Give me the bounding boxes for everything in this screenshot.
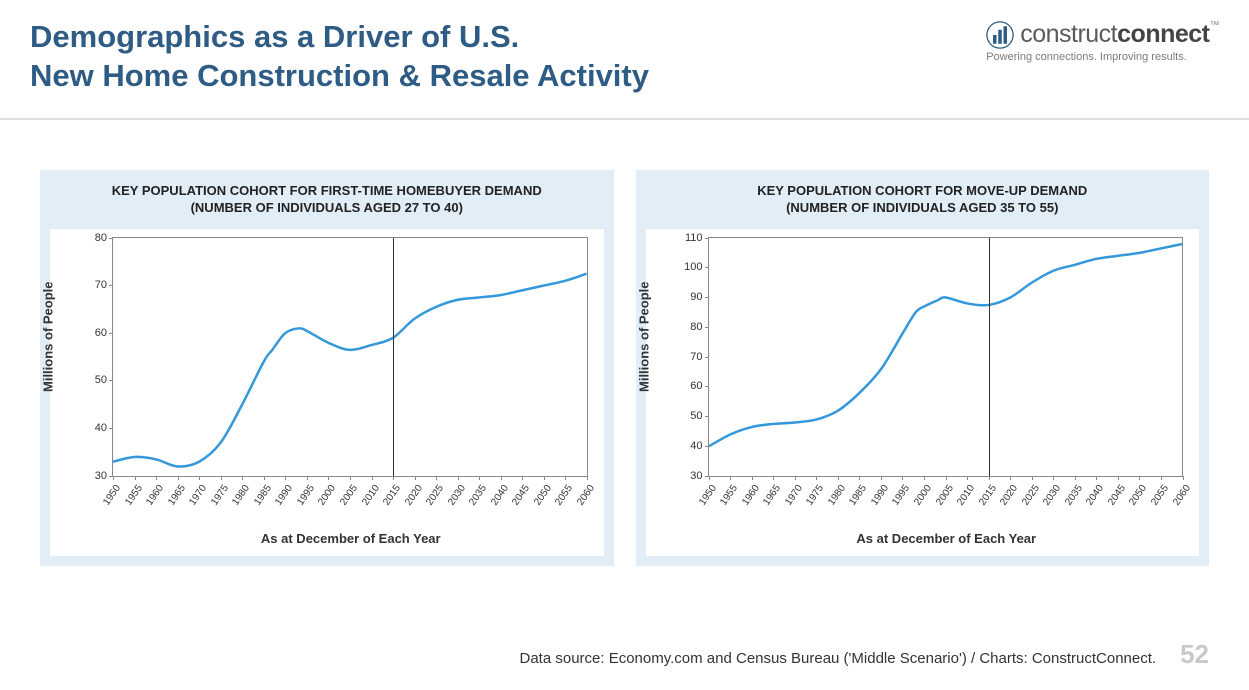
logo-building-icon [986,21,1014,49]
xticks-left: 1950195519601965197019751980198519901995… [112,481,588,523]
logo: constructconnect™ Powering connections. … [986,18,1219,63]
logo-tagline: Powering connections. Improving results. [986,51,1187,63]
page-number: 52 [1180,639,1209,670]
current-year-marker [989,238,990,476]
current-year-marker [393,238,394,476]
chart-title-left: KEY POPULATION COHORT FOR FIRST-TIME HOM… [40,170,614,229]
data-line [709,244,1183,446]
footer: Data source: Economy.com and Census Bure… [40,639,1209,670]
logo-text: constructconnect™ [1020,20,1219,49]
header: Demographics as a Driver of U.S. New Hom… [0,0,1249,120]
plot-area-left: 304050607080 [112,237,588,477]
xaxis-label-right: As at December of Each Year [654,523,1192,556]
chart-body-right: Millions of People 30405060708090100110 … [646,229,1200,556]
chart-panel-right: KEY POPULATION COHORT FOR MOVE-UP DEMAND… [636,170,1210,566]
title-line-2: New Home Construction & Resale Activity [30,58,649,93]
line-svg [113,238,587,476]
xticks-right: 1950195519601965197019751980198519901995… [708,481,1184,523]
xaxis-label-left: As at December of Each Year [58,523,596,556]
title-line-1: Demographics as a Driver of U.S. [30,19,519,54]
plot-area-right: 30405060708090100110 [708,237,1184,477]
data-line [113,273,587,466]
page-title: Demographics as a Driver of U.S. New Hom… [30,18,649,96]
chart-panel-left: KEY POPULATION COHORT FOR FIRST-TIME HOM… [40,170,614,566]
charts-container: KEY POPULATION COHORT FOR FIRST-TIME HOM… [0,120,1249,566]
line-svg [709,238,1183,476]
chart-body-left: Millions of People 304050607080 19501955… [50,229,604,556]
source-text: Data source: Economy.com and Census Bure… [520,650,1157,667]
yaxis-label-right: Millions of People [636,282,651,393]
chart-title-right: KEY POPULATION COHORT FOR MOVE-UP DEMAND… [636,170,1210,229]
yaxis-label-left: Millions of People [41,282,56,393]
